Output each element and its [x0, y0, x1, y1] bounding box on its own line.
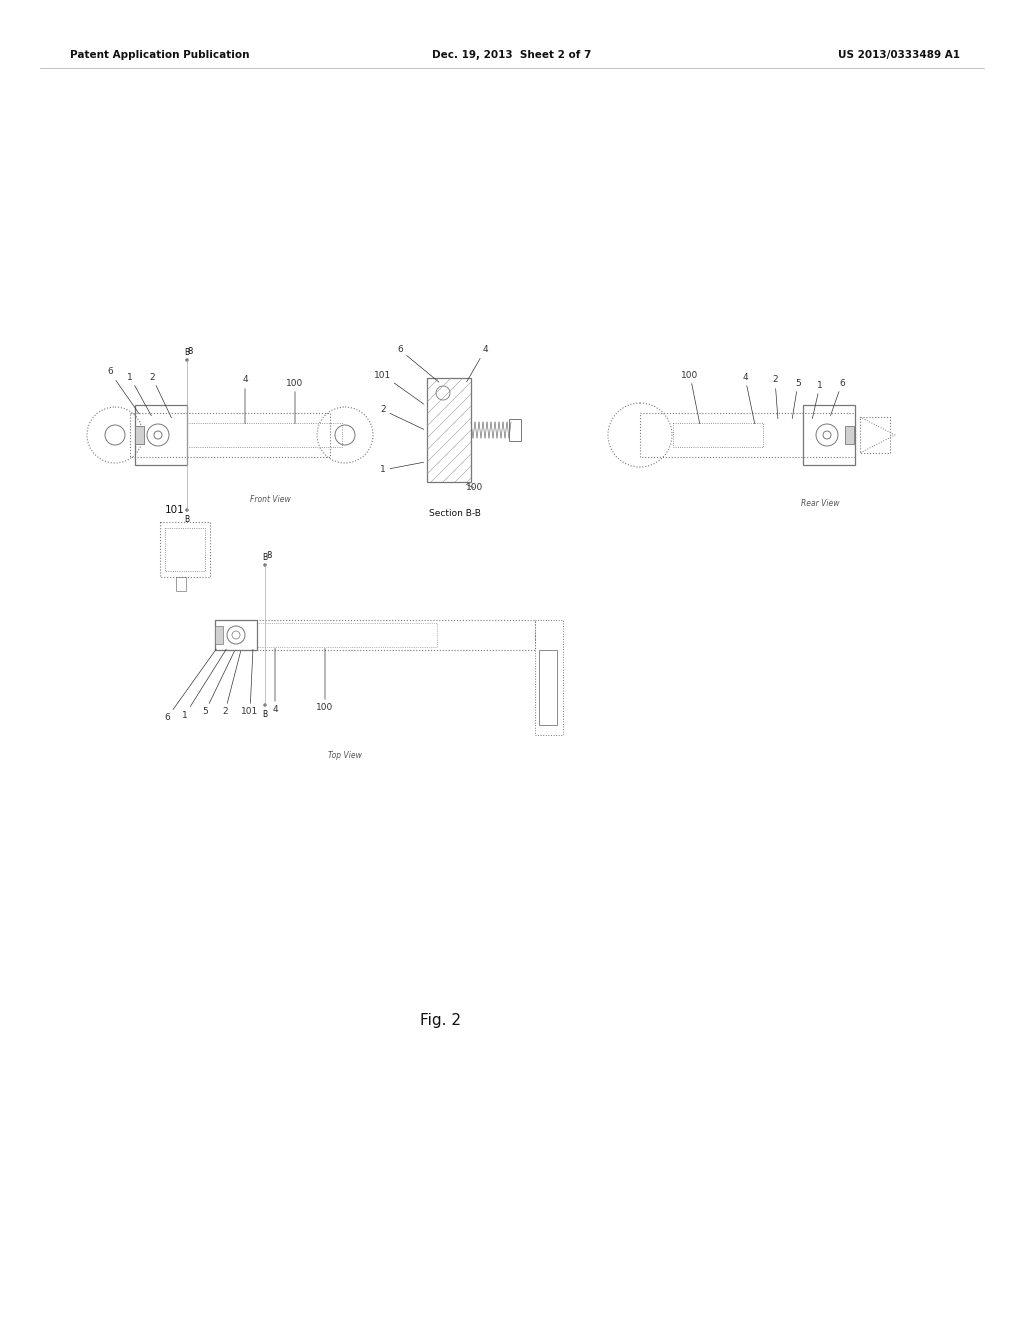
Bar	[215, 620, 257, 649]
Bar	[427, 378, 471, 482]
Circle shape	[263, 704, 266, 706]
Bar	[165, 528, 205, 572]
Text: 6: 6	[164, 649, 216, 722]
Text: Patent Application Publication: Patent Application Publication	[70, 50, 250, 59]
Text: 100: 100	[681, 371, 699, 424]
Bar	[215, 626, 223, 644]
Bar	[845, 426, 854, 444]
Bar	[860, 417, 890, 453]
Text: 1: 1	[812, 380, 823, 418]
Text: 101: 101	[375, 371, 424, 404]
Text: 2: 2	[772, 375, 778, 418]
Text: Section B-B: Section B-B	[429, 510, 481, 519]
Text: 100: 100	[287, 379, 304, 424]
Text: 6: 6	[830, 379, 845, 416]
Text: B: B	[184, 348, 189, 356]
Text: 2: 2	[222, 651, 241, 717]
Text: B: B	[262, 710, 267, 719]
Bar	[160, 521, 210, 577]
Text: 100: 100	[316, 648, 334, 713]
Text: US 2013/0333489 A1: US 2013/0333489 A1	[838, 50, 961, 59]
Bar	[257, 623, 437, 647]
Bar	[803, 405, 855, 465]
Bar	[640, 413, 855, 457]
Text: 100: 100	[466, 483, 483, 492]
Text: 101: 101	[242, 649, 259, 717]
Bar	[673, 422, 763, 447]
Text: 101: 101	[165, 506, 185, 515]
Bar	[535, 620, 563, 735]
Text: Rear View: Rear View	[801, 499, 840, 507]
Bar	[135, 405, 187, 465]
Bar	[187, 422, 342, 447]
Text: 1: 1	[127, 372, 152, 416]
Text: Dec. 19, 2013  Sheet 2 of 7: Dec. 19, 2013 Sheet 2 of 7	[432, 50, 592, 59]
Text: 6: 6	[397, 346, 439, 381]
Text: Top View: Top View	[328, 751, 361, 759]
Text: 1: 1	[380, 462, 424, 474]
Circle shape	[263, 564, 266, 566]
Text: 5: 5	[202, 651, 234, 717]
Text: 8: 8	[266, 552, 271, 561]
Text: 8: 8	[187, 347, 193, 356]
Text: B: B	[262, 553, 267, 562]
Bar	[215, 620, 535, 649]
Bar	[130, 413, 330, 457]
Text: Front View: Front View	[250, 495, 291, 504]
Text: B: B	[184, 515, 189, 524]
Text: 1: 1	[182, 649, 226, 719]
Bar	[509, 418, 521, 441]
Text: 4: 4	[742, 372, 755, 424]
Text: 5: 5	[793, 379, 801, 418]
Text: 4: 4	[272, 648, 278, 714]
Text: 4: 4	[243, 375, 248, 424]
Text: 6: 6	[108, 367, 139, 414]
Bar	[176, 577, 186, 591]
Bar	[135, 426, 144, 444]
Bar	[539, 649, 557, 725]
Text: 2: 2	[380, 405, 424, 429]
Text: 2: 2	[150, 372, 171, 417]
Text: Fig. 2: Fig. 2	[420, 1012, 461, 1027]
Circle shape	[185, 508, 188, 511]
Circle shape	[185, 359, 188, 362]
Text: 4: 4	[467, 346, 487, 381]
